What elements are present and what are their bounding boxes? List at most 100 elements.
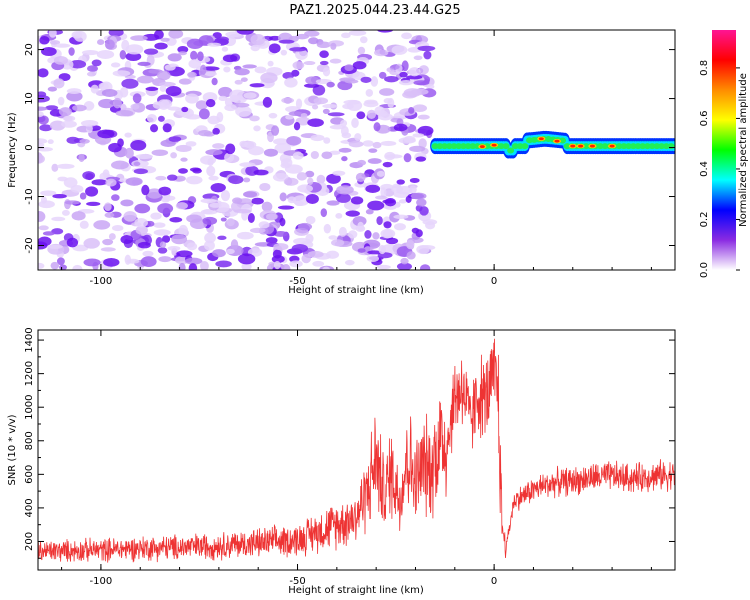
- spectrogram-cell: [157, 115, 165, 122]
- spectrogram-cell: [175, 202, 188, 210]
- spectrogram-cell: [312, 104, 319, 110]
- spectrogram-cell: [667, 143, 675, 150]
- spectrogram-cell: [263, 148, 278, 157]
- spectrogram-cell: [266, 213, 278, 221]
- spectrogram-cell: [100, 247, 116, 252]
- spectrogram-cell: [120, 235, 134, 244]
- spectrogram-cell: [154, 42, 168, 50]
- spectrogram-cell: [168, 30, 184, 39]
- spectrogram-cell: [78, 153, 85, 162]
- spectrogram-cell: [279, 217, 286, 227]
- spectrogram-cell: [64, 200, 81, 205]
- snr-panel: -100 -50 0 200 400 600 800 1000 1200 1400 Height …: [7, 327, 676, 596]
- spectrogram-cell: [170, 152, 177, 159]
- spectrogram-cell: [341, 32, 351, 39]
- spectrogram-cell: [249, 115, 260, 122]
- spectrogram-cell: [250, 44, 260, 52]
- spectrogram-cell: [71, 211, 86, 221]
- spectrogram-cell: [234, 102, 250, 108]
- spectrogram-cell: [220, 190, 231, 202]
- spectrogram-cell: [96, 49, 115, 59]
- spectrogram-cell: [161, 235, 171, 243]
- spectrogram-cell: [212, 143, 225, 149]
- spectrogram-cell: [225, 143, 236, 155]
- spectrogram-cell: [416, 244, 430, 255]
- spectrogram-cell: [305, 215, 316, 225]
- spectrogram-cell: [267, 60, 274, 67]
- spectrogram-cell: [239, 162, 256, 168]
- spectrogram-cell: [187, 71, 197, 78]
- spectrogram-cell: [56, 163, 75, 169]
- spectrogram-cell: [105, 178, 117, 187]
- spectrogram-cell: [393, 123, 408, 132]
- spectrogram-cell: [259, 182, 271, 192]
- spectrogram-cell: [319, 60, 329, 66]
- spectrogram-cell: [82, 171, 96, 180]
- spectrogram-cell: [111, 194, 120, 201]
- spectrogram-cell: [222, 54, 238, 63]
- spectrogram-cell: [268, 112, 278, 119]
- spectrogram-cell: [235, 105, 252, 117]
- spectrogram-cell: [167, 245, 181, 251]
- spectrogram-cell: [554, 139, 560, 143]
- spectrogram-cell: [357, 159, 367, 166]
- spectrogram-cell: [413, 55, 423, 61]
- spectrogram-cell: [73, 30, 87, 42]
- spectrogram-cell: [310, 134, 325, 142]
- spectrogram-cell: [108, 30, 124, 37]
- spectrogram-cell: [146, 114, 157, 123]
- spectrogram-cell: [253, 125, 261, 132]
- spectrogram-cell: [218, 95, 228, 102]
- spectrogram-cell: [38, 138, 48, 144]
- spectrogram-cell: [119, 50, 127, 60]
- spectrogram-cell: [103, 257, 120, 267]
- spectrogram-cell: [178, 78, 192, 85]
- spectrogram-cell: [329, 58, 342, 64]
- spectrogram-cell: [112, 97, 122, 109]
- spectrogram-cell: [206, 165, 216, 177]
- spectrogram-cell: [121, 78, 139, 89]
- spectrogram-cell: [212, 249, 226, 258]
- spectrogram-cell: [200, 155, 217, 165]
- spectrogram-cell: [159, 84, 167, 92]
- spectrogram-cell: [160, 37, 170, 42]
- spectrogram-cell: [130, 35, 148, 41]
- spectrogram-cell: [83, 238, 100, 249]
- colorbar-tick-label: 0.2: [699, 212, 710, 228]
- spectrogram-cell: [403, 135, 416, 143]
- spectrogram-cell: [398, 80, 414, 86]
- spectrogram-cell: [97, 129, 115, 139]
- spectrogram-cell: [137, 61, 151, 66]
- spectrogram-cell: [364, 230, 372, 239]
- spectrogram-cell: [186, 38, 204, 50]
- spectrogram-cell: [376, 264, 391, 270]
- spectrogram-cell: [121, 39, 130, 51]
- spectrogram-cell: [357, 46, 366, 55]
- spectrogram-cell: [284, 77, 298, 88]
- spectrogram-cell: [136, 75, 154, 84]
- spectrogram-cell: [143, 48, 159, 55]
- spectrogram-cell: [378, 244, 386, 255]
- spectrogram-cell: [343, 99, 361, 105]
- spectrogram-cell: [204, 240, 215, 251]
- spectrogram-cell: [609, 144, 615, 148]
- spectrogram-cell: [401, 32, 413, 40]
- spectrogram-cell: [375, 195, 388, 200]
- spectrogram-cell: [412, 104, 428, 113]
- spectrogram-cell: [374, 49, 389, 57]
- spectrogram-cell: [559, 137, 567, 144]
- spectrogram-cell: [420, 264, 431, 270]
- spectrogram-cell: [228, 175, 244, 185]
- spectrogram-cell: [305, 233, 314, 244]
- spectrogram-cell: [59, 264, 67, 270]
- spectrogram-cell: [307, 177, 314, 186]
- spectrogram-cell: [406, 239, 415, 250]
- spectrogram-cell: [248, 146, 264, 156]
- spectrogram-cell: [335, 193, 351, 203]
- spectrogram-cell: [155, 175, 167, 181]
- spectrogram-cell: [384, 198, 397, 207]
- spectrogram-cell: [502, 143, 510, 150]
- spectrogram-cell: [338, 226, 347, 237]
- spectrogram-cell: [357, 221, 365, 231]
